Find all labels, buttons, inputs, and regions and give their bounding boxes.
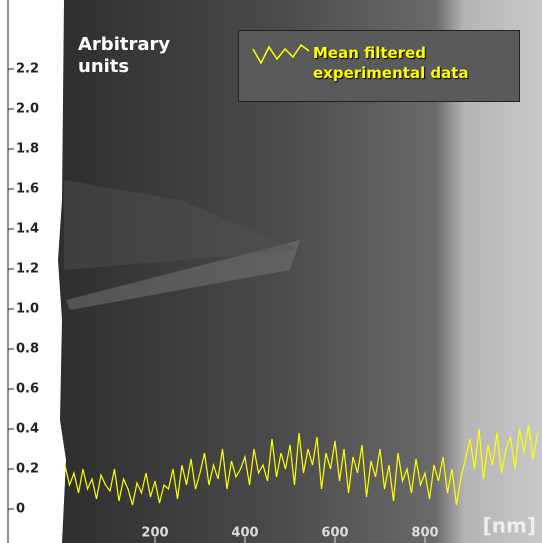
y-tick-label: 0.8 [16, 342, 39, 357]
x-tick-label: 200 [141, 526, 168, 541]
legend-line [252, 43, 310, 65]
micrograph-feature [64, 180, 300, 270]
y-tick-label: 0.6 [16, 382, 39, 397]
y-tick-label: 1.8 [16, 142, 39, 157]
legend: Mean filtered experimental data [238, 30, 520, 102]
x-axis-label: [nm] [483, 514, 536, 538]
y-tick-label: 2.0 [16, 102, 39, 117]
y-tick-label: 1.6 [16, 182, 39, 197]
y-axis-label: Arbitrary units [78, 34, 171, 77]
micrograph [58, 0, 542, 543]
y-tick-label: 0 [16, 502, 25, 517]
legend-label: Mean filtered experimental data [313, 44, 469, 82]
x-tick-label: 800 [411, 526, 438, 541]
x-tick-label: 400 [231, 526, 258, 541]
legend-swatch [252, 43, 310, 65]
y-tick-label: 1.2 [16, 262, 39, 277]
y-tick-label: 1.0 [16, 302, 39, 317]
y-tick-label: 0.4 [16, 422, 39, 437]
x-tick-label: 600 [321, 526, 348, 541]
y-tick-label: 2.2 [16, 62, 39, 77]
y-tick-label: 0.2 [16, 462, 39, 477]
micrograph-feature [66, 240, 300, 310]
data-line [64, 424, 539, 506]
y-tick-label: 1.4 [16, 222, 39, 237]
